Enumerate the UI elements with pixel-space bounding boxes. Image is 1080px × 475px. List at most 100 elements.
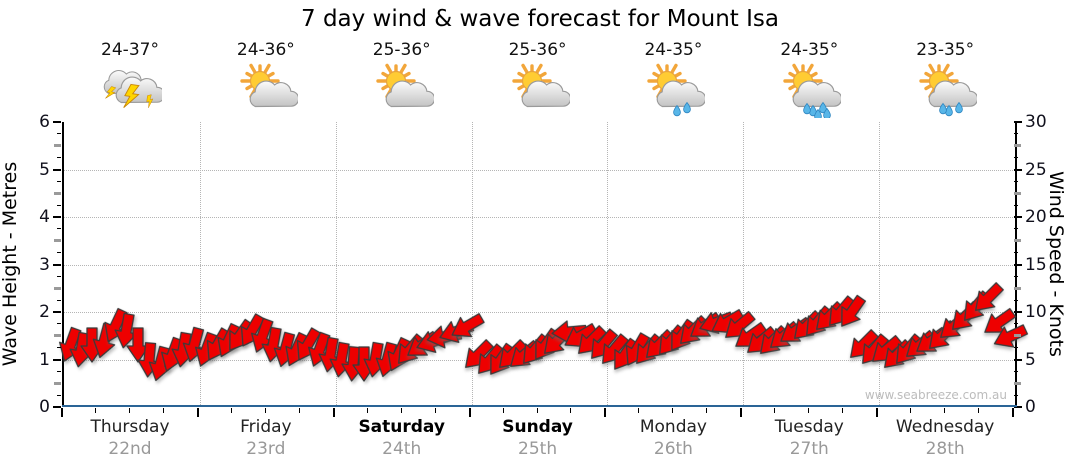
x-axis-tick [128, 408, 130, 413]
right-axis-tick [1014, 275, 1018, 277]
x-axis-tick [808, 408, 810, 413]
right-axis-tick [1014, 358, 1022, 361]
horizontal-gridline [64, 312, 1015, 313]
sun-cloud-icon [376, 63, 434, 108]
left-axis-tick [53, 311, 61, 313]
temperature-range-label: 25-36° [508, 40, 567, 60]
plot-area: www.seabreeze.com.au [58, 122, 1029, 407]
x-axis-date-label: 27th [789, 439, 829, 459]
x-axis-day-label: Tuesday [774, 417, 844, 437]
x-axis-tick [638, 408, 640, 413]
right-axis-tick [1014, 406, 1022, 408]
left-axis-tick [53, 216, 61, 218]
left-axis-tick [57, 347, 61, 349]
wind-direction-arrow [984, 307, 1017, 333]
left-axis-tick [57, 394, 61, 396]
x-axis-tick [740, 408, 743, 417]
right-axis-label: Wind Speed - Knots [1045, 171, 1067, 357]
x-axis-tick [434, 408, 436, 413]
horizontal-gridline [64, 359, 1015, 361]
x-axis-tick [978, 408, 980, 413]
right-axis-tick [1014, 286, 1021, 290]
temperature-range-label: 24-35° [780, 40, 839, 60]
right-axis-tick [1014, 191, 1021, 195]
left-axis-tick [57, 299, 61, 301]
right-axis-tick [1014, 252, 1018, 254]
wind-direction-arrow [80, 327, 104, 363]
x-axis-tick [230, 408, 232, 413]
x-axis-tick [162, 408, 164, 413]
day-forecast-wednesday: 23-35° [877, 40, 1013, 118]
left-axis-tick [57, 252, 61, 254]
x-axis-date-label: 26th [653, 439, 693, 459]
storm-icon [103, 70, 162, 108]
sun-cloud-rain-icon [783, 63, 842, 118]
x-axis-day-label: Friday [240, 417, 292, 437]
left-axis-tick [53, 121, 61, 123]
left-axis-tick-label: 3 [39, 254, 50, 275]
right-axis-tick-label: 15 [1025, 254, 1047, 275]
sun-cloud-icon [511, 63, 570, 108]
right-axis-tick [1014, 334, 1021, 338]
horizontal-gridline [64, 264, 1015, 266]
x-axis-tick [604, 408, 607, 417]
bottom-axis-line [62, 405, 1017, 407]
right-axis-tick-label: 30 [1025, 112, 1047, 132]
wind-direction-arrow [352, 346, 376, 382]
x-axis-tick [910, 408, 912, 413]
right-axis-tick [1014, 394, 1018, 396]
left-axis-tick [54, 286, 61, 290]
sun-cloud-icon [240, 63, 298, 108]
x-axis-tick [706, 408, 708, 413]
horizontal-gridline [64, 169, 1015, 171]
left-axis-tick [57, 180, 61, 182]
right-axis-tick [1014, 370, 1018, 372]
x-axis-tick [536, 408, 538, 413]
right-axis-tick [1014, 228, 1018, 230]
x-axis-tick [502, 408, 504, 413]
left-axis-tick [57, 133, 61, 135]
right-axis-tick-label: 25 [1025, 159, 1047, 180]
wind-direction-arrow [451, 313, 485, 338]
x-axis-day-label: Saturday [358, 417, 445, 437]
temperature-range-label: 24-35° [644, 40, 703, 60]
left-axis-tick-label: 0 [39, 397, 50, 417]
x-axis-tick [876, 408, 879, 417]
left-axis-tick [54, 144, 61, 148]
x-axis-tick [944, 408, 946, 413]
right-axis-tick [1014, 299, 1018, 301]
x-axis-tick [332, 408, 335, 417]
x-axis-tick [264, 408, 266, 413]
left-axis-tick [57, 323, 61, 325]
left-axis-tick [57, 370, 61, 372]
x-axis-date-label: 25th [518, 439, 558, 459]
x-axis-tick [842, 408, 844, 413]
day-boundary-gridline [743, 122, 745, 407]
left-axis-tick [54, 239, 61, 243]
day-boundary-gridline [335, 122, 337, 407]
x-axis-tick [400, 408, 402, 413]
left-axis-tick-label: 2 [39, 302, 50, 322]
wind-direction-arrow [465, 338, 495, 368]
x-axis-tick [570, 408, 572, 413]
horizontal-gridline [64, 217, 1015, 218]
temperature-range-label: 24-37° [101, 40, 159, 60]
temperature-range-label: 25-36° [372, 40, 431, 60]
left-axis-tick [53, 406, 61, 408]
day-forecast-thursday: 24-37° [62, 40, 198, 118]
right-axis-tick [1014, 133, 1018, 135]
day-boundary-gridline [471, 122, 473, 407]
x-axis-day-label: Wednesday [895, 417, 995, 437]
right-axis-tick [1014, 144, 1021, 148]
left-axis-tick [53, 358, 61, 361]
x-axis-tick [1012, 408, 1014, 417]
right-axis-tick [1014, 168, 1022, 171]
right-axis-tick-label: 20 [1025, 207, 1047, 227]
left-axis-tick [57, 157, 61, 159]
wind-direction-arrow [114, 312, 138, 349]
wind-direction-arrow [602, 333, 630, 364]
right-axis-tick [1014, 239, 1021, 243]
right-axis-tick [1014, 347, 1018, 349]
x-axis-date-label: 23rd [246, 439, 286, 459]
